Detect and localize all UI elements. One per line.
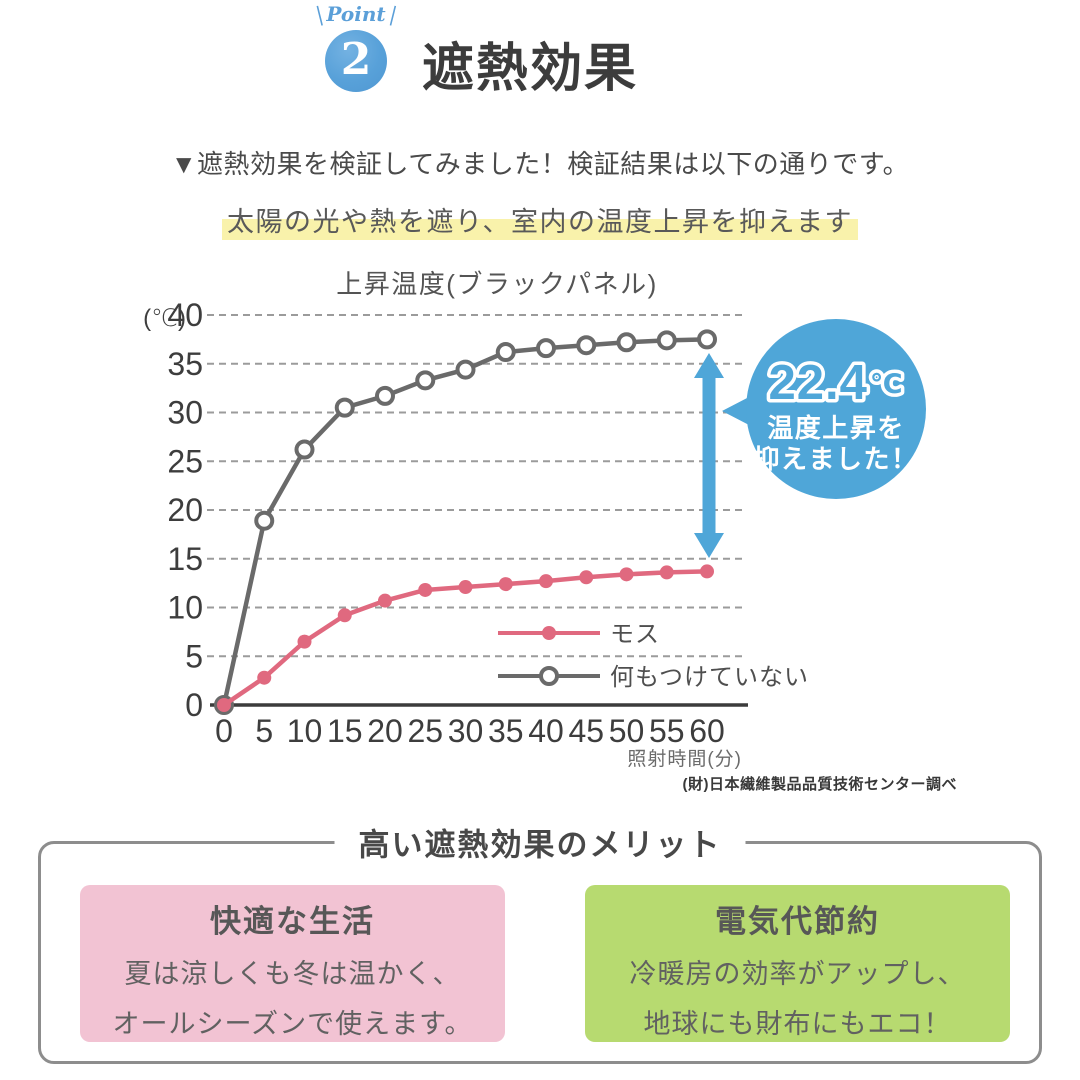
- x-axis-tick-labels: 0 5 10 15 20 25 30 35 40 45 50 55 60: [215, 713, 725, 749]
- series-marker-open: [415, 370, 436, 391]
- y-axis-unit-label: (℃): [143, 305, 186, 332]
- series-marker-filled: [579, 570, 594, 585]
- chart-source: (財)日本繊維製品品質技術センター調べ: [683, 775, 958, 793]
- merit-card-heading: 電気代節約: [715, 904, 880, 939]
- series-marker-filled: [539, 574, 553, 589]
- x-axis-label: 照射時間(分): [627, 748, 742, 770]
- series-marker-open: [254, 510, 275, 531]
- x-tick-label: 0: [215, 713, 233, 749]
- annotation-unit: ℃: [870, 369, 904, 399]
- series-marker-open: [334, 397, 355, 418]
- series-marker-filled: [659, 565, 674, 580]
- legend-label-mosu: モス: [610, 621, 660, 648]
- y-tick-label: 5: [185, 638, 203, 674]
- legend-marker-mosu: [542, 626, 556, 640]
- highlight-line: 太陽の光や熱を遮り、室内の温度上昇を抑えます: [0, 200, 1080, 240]
- series-marker-filled: [458, 580, 473, 595]
- difference-annotation: 22.4℃ 温度上昇を 抑えました！: [694, 319, 926, 558]
- merit-card-electricity: 電気代節約 冷暖房の効率がアップし、 地球にも財布にもエコ！: [585, 885, 1010, 1042]
- y-tick-label: 25: [167, 443, 203, 479]
- series-marker-open: [576, 335, 597, 356]
- series-marker-open: [697, 329, 717, 350]
- series-marker-filled: [217, 698, 231, 712]
- annotation-line1: 温度上昇を: [767, 413, 905, 443]
- x-tick-label: 15: [327, 713, 363, 749]
- series-marker-filled: [378, 593, 392, 608]
- series-marker-filled: [619, 567, 634, 582]
- series-marker-open: [375, 385, 395, 406]
- x-tick-label: 45: [568, 713, 604, 749]
- legend-label-untreated: 何もつけていない: [610, 664, 809, 691]
- annotation-number: 22.4: [768, 356, 867, 410]
- merit-card-line: 地球にも財布にもエコ！: [643, 1009, 952, 1039]
- merit-card-line: 冷暖房の効率がアップし、: [629, 959, 966, 989]
- series-marker-open: [495, 342, 516, 363]
- x-tick-label: 60: [689, 713, 725, 749]
- y-tick-label: 30: [167, 395, 203, 431]
- annotation-value: 22.4℃: [768, 356, 903, 410]
- merit-card-line: 夏は涼しくも冬は温かく、: [124, 959, 461, 989]
- point-number-circle: 2: [325, 30, 387, 92]
- annotation-line2: 抑えました！: [753, 444, 918, 474]
- chart-legend: モス 何もつけていない: [498, 621, 809, 691]
- x-tick-label: 50: [609, 713, 645, 749]
- x-tick-label: 40: [528, 713, 564, 749]
- x-tick-label: 35: [488, 713, 524, 749]
- intro-text: ▼遮熱効果を検証してみました！検証結果は以下の通りです。: [170, 149, 910, 179]
- x-tick-label: 20: [367, 713, 403, 749]
- x-tick-label: 25: [407, 713, 443, 749]
- merit-card-heading: 快適な生活: [210, 904, 375, 939]
- x-tick-label: 55: [649, 713, 685, 749]
- y-tick-label: 20: [167, 492, 203, 528]
- y-tick-label: 10: [167, 590, 203, 626]
- series-marker-open: [536, 338, 556, 359]
- point-label: | Point |: [313, 2, 399, 30]
- point-word: Point: [326, 2, 386, 26]
- page-title: 遮熱効果: [422, 40, 639, 98]
- y-tick-label: 15: [167, 541, 203, 577]
- series-marker-open: [616, 332, 637, 353]
- series-marker-open: [294, 439, 315, 460]
- series-marker-open: [656, 330, 677, 351]
- chart-series: [214, 329, 717, 715]
- speech-bubble-circle: [746, 319, 926, 499]
- y-tick-label: 35: [167, 346, 203, 382]
- double-arrow: [694, 353, 724, 558]
- legend-marker-untreated: [539, 666, 559, 686]
- merit-title: 高い遮熱効果のメリット: [334, 819, 746, 865]
- point-badge: | Point | 2: [313, 2, 399, 92]
- y-tick-label: 0: [185, 687, 203, 723]
- series-marker-filled: [418, 582, 433, 597]
- series-marker-filled: [498, 577, 513, 592]
- point-number: 2: [340, 34, 372, 85]
- series-marker-filled: [700, 564, 714, 579]
- merit-card-line: オールシーズンで使えます。: [112, 1009, 473, 1039]
- x-tick-label: 30: [448, 713, 484, 749]
- x-tick-label: 10: [287, 713, 323, 749]
- y-tick-label: 40: [167, 297, 203, 333]
- x-tick-label: 5: [255, 713, 273, 749]
- chart-title: 上昇温度(ブラックパネル): [336, 269, 658, 299]
- highlighted-text: 太陽の光や熱を遮り、室内の温度上昇を抑えます: [222, 207, 858, 240]
- y-axis-tick-labels: 0 5 10 15 20 25 30 35 40: [167, 297, 203, 723]
- series-marker-open: [455, 359, 476, 380]
- series-marker-filled: [337, 608, 352, 623]
- series-marker-filled: [257, 670, 272, 685]
- chart-grid: [207, 314, 748, 707]
- merit-section: 高い遮熱効果のメリット 快適な生活 夏は涼しくも冬は温かく、 オールシーズンで使…: [38, 819, 1042, 1064]
- merit-card-comfort: 快適な生活 夏は涼しくも冬は温かく、 オールシーズンで使えます。: [80, 885, 505, 1042]
- series-marker-filled: [297, 634, 312, 649]
